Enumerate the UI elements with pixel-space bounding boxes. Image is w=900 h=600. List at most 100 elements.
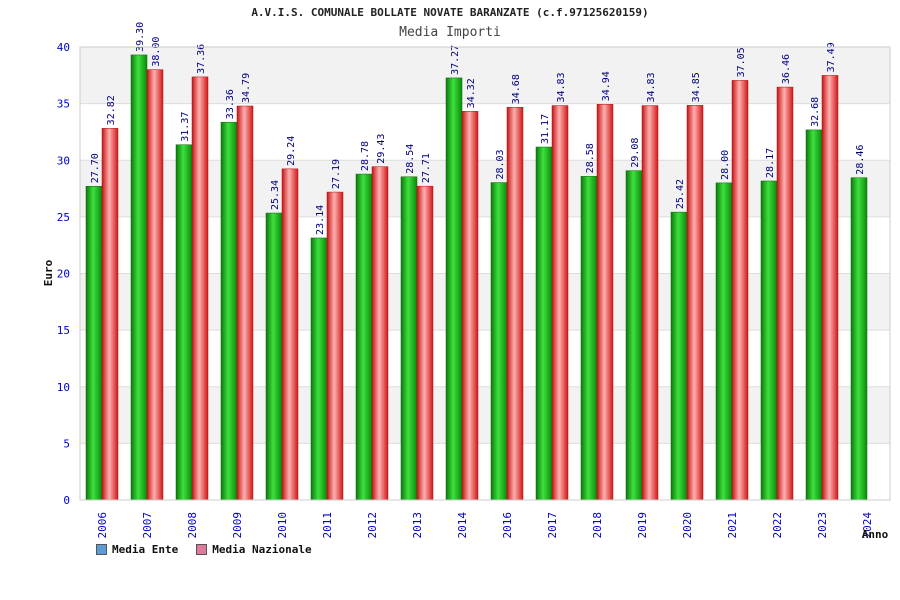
- x-tick-label: 2013: [411, 512, 424, 539]
- data-label-ente: 28.54: [405, 144, 416, 174]
- data-label-ente: 28.78: [360, 141, 371, 171]
- data-label-nazionale: 27.71: [421, 153, 432, 183]
- bar-media-ente: [625, 170, 643, 501]
- data-label-nazionale: 36.46: [781, 54, 792, 84]
- bar-media-nazionale: [191, 76, 209, 501]
- bar-media-ente: [310, 237, 328, 501]
- data-label-nazionale: 37.36: [196, 44, 207, 74]
- data-label-nazionale: 34.32: [466, 78, 477, 108]
- legend-item-nazionale: Media Nazionale: [196, 543, 312, 556]
- bar-media-ente: [850, 177, 868, 501]
- y-axis-label: Euro: [42, 259, 55, 286]
- grid-band: [80, 273, 890, 331]
- data-label-ente: 28.46: [855, 145, 866, 175]
- bar-media-ente: [760, 180, 778, 501]
- x-tick-label: 2008: [186, 512, 199, 539]
- data-label-nazionale: 29.24: [286, 136, 297, 166]
- bars: [85, 54, 868, 501]
- data-label-nazionale: 27.19: [331, 159, 342, 189]
- x-tick-label: 2020: [681, 512, 694, 539]
- legend-item-ente: Media Ente: [96, 543, 178, 556]
- bar-media-nazionale: [596, 104, 614, 501]
- y-tick-label: 10: [57, 381, 70, 394]
- bar-media-ente: [220, 121, 238, 501]
- bar-media-nazionale: [416, 185, 434, 501]
- y-tick-label: 25: [57, 211, 70, 224]
- bar-media-nazionale: [371, 166, 389, 501]
- bar-media-ente: [85, 186, 103, 501]
- bar-media-nazionale: [821, 75, 839, 501]
- bar-media-nazionale: [776, 86, 794, 501]
- x-tick-label: 2007: [141, 512, 154, 539]
- data-label-ente: 23.14: [315, 205, 326, 235]
- bar-media-nazionale: [281, 168, 299, 501]
- x-tick-label: 2018: [591, 512, 604, 539]
- legend-swatch-ente: [96, 544, 107, 555]
- x-tick-label: 2014: [456, 512, 469, 539]
- plot-border: [79, 46, 891, 501]
- data-labels: 27.70 32.82 39.30 38.00 31.37 37.36 33.36 34.79…: [90, 22, 866, 235]
- bar-media-ente: [580, 176, 598, 501]
- x-axis-label: Anno: [862, 528, 889, 541]
- bar-media-nazionale: [236, 105, 254, 501]
- data-label-nazionale: 34.68: [511, 74, 522, 104]
- legend-label-nazionale: Media Nazionale: [212, 543, 312, 556]
- bar-media-ente: [265, 212, 283, 501]
- data-label-nazionale: 34.94: [601, 71, 612, 101]
- bar-media-nazionale: [326, 191, 344, 501]
- bar-media-nazionale: [506, 106, 524, 501]
- data-label-nazionale: 34.83: [646, 72, 657, 102]
- data-label-ente: 29.08: [630, 138, 641, 168]
- grid-band: [80, 386, 890, 444]
- bar-media-ente: [400, 176, 418, 501]
- data-label-ente: 31.37: [180, 112, 191, 142]
- bar-media-nazionale: [551, 105, 569, 501]
- x-tick-label: 2022: [771, 512, 784, 539]
- bar-media-ente: [535, 146, 553, 501]
- data-label-nazionale: 29.43: [376, 134, 387, 164]
- x-tick-label: 2021: [726, 512, 739, 539]
- y-tick-label: 35: [57, 98, 70, 111]
- bar-media-ente: [175, 144, 193, 501]
- bar-media-ente: [805, 129, 823, 501]
- data-label-ente: 27.70: [90, 153, 101, 183]
- data-label-nazionale: 32.82: [106, 95, 117, 125]
- legend: Media Ente Media Nazionale: [96, 543, 312, 556]
- bar-media-ente: [445, 77, 463, 501]
- bar-media-nazionale: [641, 105, 659, 501]
- bar-media-ente: [670, 211, 688, 501]
- bar-media-nazionale: [686, 105, 704, 501]
- y-tick-label: 30: [57, 154, 70, 167]
- data-label-nazionale: 37.05: [736, 47, 747, 77]
- legend-swatch-nazionale: [196, 544, 208, 555]
- data-label-ente: 28.00: [720, 150, 731, 180]
- data-label-ente: 32.68: [810, 97, 821, 127]
- data-label-ente: 28.03: [495, 149, 506, 179]
- bar-media-nazionale: [731, 80, 749, 501]
- x-tick-label: 2006: [96, 512, 109, 539]
- x-tick-label: 2016: [501, 512, 514, 539]
- data-label-ente: 28.58: [585, 143, 596, 173]
- data-label-ente: 25.34: [270, 180, 281, 210]
- data-label-nazionale: 34.85: [691, 72, 702, 102]
- x-tick-label: 2019: [636, 512, 649, 539]
- grid-band: [80, 47, 890, 104]
- x-tick-label: 2012: [366, 512, 379, 539]
- axes: 0 5 10 15 20 25 30 35 40 2006 2007 2008 2009 2010 2011…: [57, 41, 891, 539]
- x-tick-label: 2024: [861, 512, 874, 539]
- data-label-nazionale: 37.49: [826, 42, 837, 72]
- x-tick-label: 2009: [231, 512, 244, 539]
- bar-media-nazionale: [461, 111, 479, 501]
- bar-media-nazionale: [101, 128, 119, 501]
- bar-media-ente: [355, 173, 373, 501]
- data-label-ente: 28.17: [765, 148, 776, 178]
- y-tick-label: 40: [57, 41, 70, 54]
- x-tick-label: 2010: [276, 512, 289, 539]
- bar-media-ente: [715, 182, 733, 501]
- data-label-ente: 25.42: [675, 179, 686, 209]
- data-label-ente: 37.27: [450, 45, 461, 75]
- data-label-ente: 33.36: [225, 89, 236, 119]
- grid-bands: [80, 47, 890, 444]
- data-label-ente: 31.17: [540, 114, 551, 144]
